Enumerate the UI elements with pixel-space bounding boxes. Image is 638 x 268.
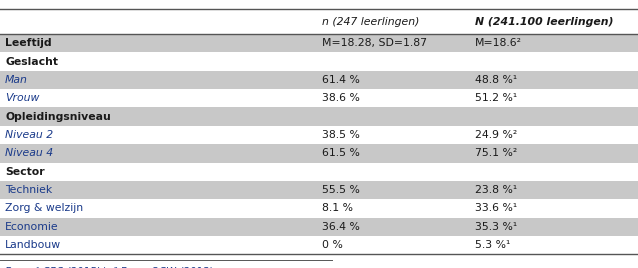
Text: Techniek: Techniek xyxy=(5,185,52,195)
Text: Vrouw: Vrouw xyxy=(5,93,40,103)
Bar xyxy=(0,53,638,71)
Text: 61.4 %: 61.4 % xyxy=(322,75,360,85)
Text: Man: Man xyxy=(5,75,28,85)
Bar xyxy=(0,199,638,218)
Bar xyxy=(0,71,638,89)
Text: Economie: Economie xyxy=(5,222,59,232)
Text: Sector: Sector xyxy=(5,167,45,177)
Text: Bron: ¹ CBS (2015b), ² Bron: OCW (2013): Bron: ¹ CBS (2015b), ² Bron: OCW (2013) xyxy=(5,267,213,268)
Bar xyxy=(0,89,638,107)
Text: 36.4 %: 36.4 % xyxy=(322,222,360,232)
Text: Landbouw: Landbouw xyxy=(5,240,61,250)
Bar xyxy=(0,34,638,53)
Text: Niveau 4: Niveau 4 xyxy=(5,148,53,158)
Bar xyxy=(0,181,638,199)
Text: 38.6 %: 38.6 % xyxy=(322,93,360,103)
Text: 0 %: 0 % xyxy=(322,240,343,250)
Text: n (247 leerlingen): n (247 leerlingen) xyxy=(322,17,420,27)
Text: M=18.6²: M=18.6² xyxy=(475,38,523,48)
Text: 48.8 %¹: 48.8 %¹ xyxy=(475,75,517,85)
Bar xyxy=(0,236,638,254)
Bar xyxy=(0,9,638,34)
Text: 61.5 %: 61.5 % xyxy=(322,148,360,158)
Text: 33.6 %¹: 33.6 %¹ xyxy=(475,203,517,213)
Text: Leeftijd: Leeftijd xyxy=(5,38,52,48)
Text: 75.1 %²: 75.1 %² xyxy=(475,148,517,158)
Text: 5.3 %¹: 5.3 %¹ xyxy=(475,240,510,250)
Bar xyxy=(0,126,638,144)
Text: 38.5 %: 38.5 % xyxy=(322,130,360,140)
Text: 23.8 %¹: 23.8 %¹ xyxy=(475,185,517,195)
Text: Zorg & welzijn: Zorg & welzijn xyxy=(5,203,83,213)
Bar xyxy=(0,144,638,162)
Text: Geslacht: Geslacht xyxy=(5,57,58,66)
Text: 35.3 %¹: 35.3 %¹ xyxy=(475,222,517,232)
Text: 8.1 %: 8.1 % xyxy=(322,203,353,213)
Text: 24.9 %²: 24.9 %² xyxy=(475,130,517,140)
Bar xyxy=(0,218,638,236)
Bar xyxy=(0,107,638,126)
Bar xyxy=(0,162,638,181)
Text: M=18.28, SD=1.87: M=18.28, SD=1.87 xyxy=(322,38,427,48)
Text: 55.5 %: 55.5 % xyxy=(322,185,360,195)
Text: Opleidingsniveau: Opleidingsniveau xyxy=(5,112,111,122)
Text: 51.2 %¹: 51.2 %¹ xyxy=(475,93,517,103)
Text: Niveau 2: Niveau 2 xyxy=(5,130,53,140)
Text: N (241.100 leerlingen): N (241.100 leerlingen) xyxy=(475,17,614,27)
